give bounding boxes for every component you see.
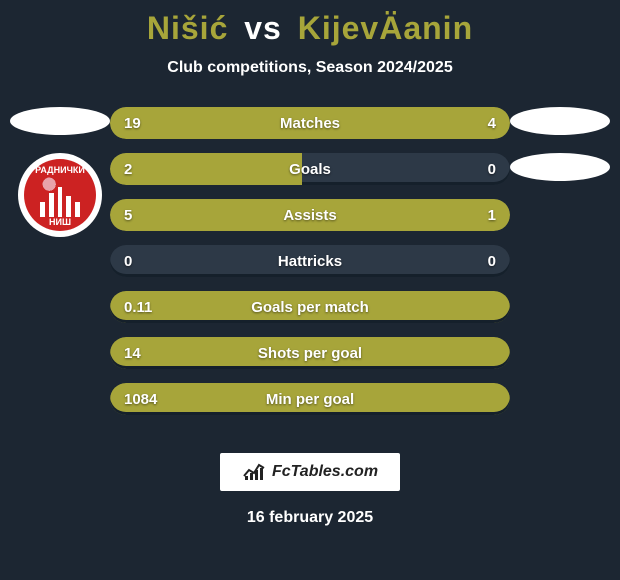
left-player-badges: РАДНИЧКИ НИШ [10, 107, 110, 237]
comparison-title: Nišić vs KijevÄanin [0, 0, 620, 47]
stat-label: Min per goal [110, 383, 510, 415]
stat-label: Hattricks [110, 245, 510, 277]
stat-row: 14Shots per goal [110, 337, 510, 369]
player1-club-crest: РАДНИЧКИ НИШ [18, 153, 102, 237]
stat-bars: 19Matches42Goals05Assists10Hattricks00.1… [110, 107, 510, 415]
player2-photo-placeholder [510, 107, 610, 135]
branding-text: FcTables.com [272, 463, 378, 481]
stat-row: 0Hattricks0 [110, 245, 510, 277]
crest-top-text: РАДНИЧКИ [24, 165, 96, 175]
stat-row: 5Assists1 [110, 199, 510, 231]
chart-icon [242, 462, 266, 482]
stat-value-right: 0 [488, 153, 496, 185]
crest-bottom-text: НИШ [24, 217, 96, 227]
date-text: 16 february 2025 [0, 509, 620, 527]
player1-name: Nišić [147, 10, 228, 46]
player1-photo-placeholder [10, 107, 110, 135]
stat-label: Shots per goal [110, 337, 510, 369]
player2-club-placeholder [510, 153, 610, 181]
stat-label: Assists [110, 199, 510, 231]
stat-row: 1084Min per goal [110, 383, 510, 415]
subtitle: Club competitions, Season 2024/2025 [0, 59, 620, 77]
stat-value-right: 1 [488, 199, 496, 231]
stat-value-right: 4 [488, 107, 496, 139]
comparison-chart: РАДНИЧКИ НИШ 19Matches4 2Goals0 5Assists1 0… [0, 107, 620, 427]
stat-row: 19Matches4 [110, 107, 510, 139]
stat-label: Goals [110, 153, 510, 185]
stat-value-right: 0 [488, 245, 496, 277]
stat-label: Goals per match [110, 291, 510, 323]
branding-badge: FcTables.com [220, 453, 400, 491]
stat-label: Matches [110, 107, 510, 139]
stat-row: 2Goals0 [110, 153, 510, 185]
crest-graphic [40, 187, 80, 217]
stat-row: 0.11Goals per match [110, 291, 510, 323]
vs-text: vs [244, 10, 282, 46]
player2-name: KijevÄanin [298, 10, 473, 46]
right-player-badges [510, 107, 610, 181]
